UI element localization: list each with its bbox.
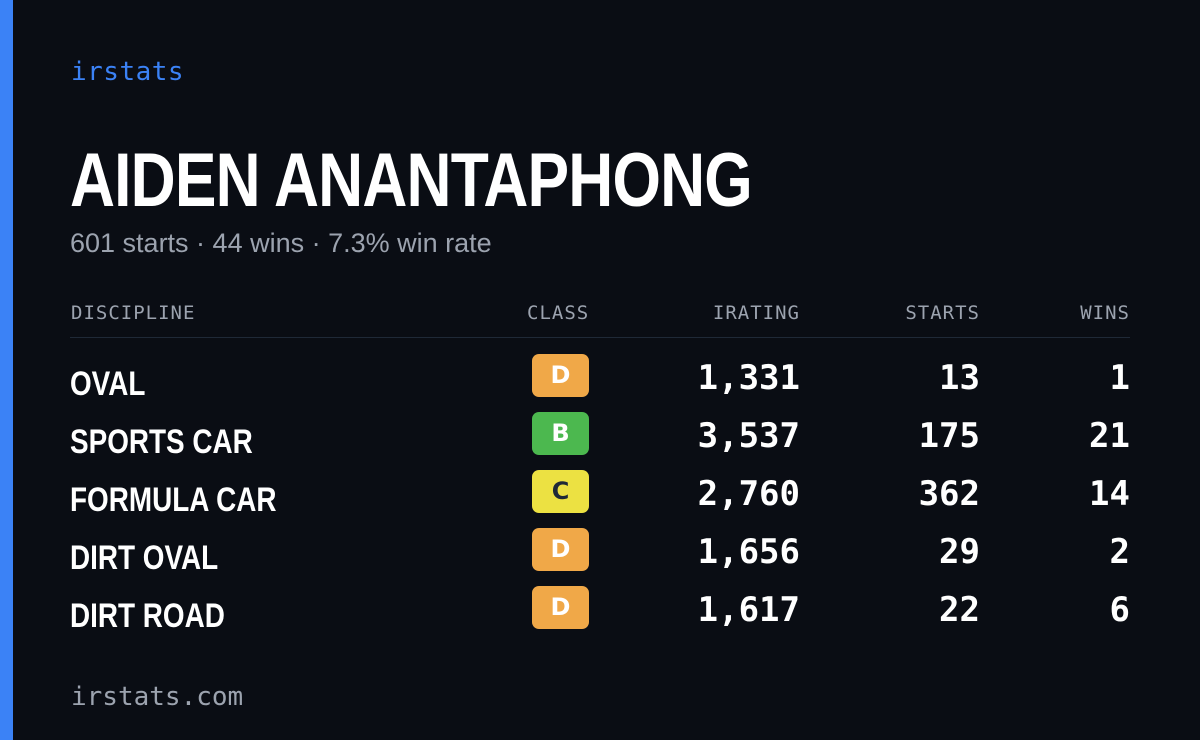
wins-cell: 21 xyxy=(1089,416,1130,456)
header-starts: STARTS xyxy=(905,302,980,324)
table-row: DIRT OVAL D 1,656 29 2 xyxy=(0,528,1200,586)
accent-bar xyxy=(0,0,13,740)
discipline-cell: DIRT ROAD xyxy=(70,597,225,635)
footer-url: irstats.com xyxy=(71,682,244,712)
class-badge: B xyxy=(532,412,589,455)
irating-cell: 1,656 xyxy=(697,532,800,572)
discipline-cell: OVAL xyxy=(70,365,146,403)
stats-table-body: OVAL D 1,331 13 1 SPORTS CAR B 3,537 175… xyxy=(0,354,1200,644)
driver-name: AIDEN ANANTAPHONG xyxy=(70,138,753,223)
header-irating: IRATING xyxy=(712,302,800,324)
class-badge: D xyxy=(532,528,589,571)
discipline-cell: SPORTS CAR xyxy=(70,423,253,461)
discipline-cell: DIRT OVAL xyxy=(70,539,219,577)
table-row: DIRT ROAD D 1,617 22 6 xyxy=(0,586,1200,644)
header-divider xyxy=(70,337,1130,338)
irating-cell: 3,537 xyxy=(697,416,800,456)
starts-cell: 362 xyxy=(918,474,980,514)
table-row: SPORTS CAR B 3,537 175 21 xyxy=(0,412,1200,470)
class-badge: D xyxy=(532,586,589,629)
header-discipline: DISCIPLINE xyxy=(71,302,196,324)
header-class: CLASS xyxy=(527,302,590,324)
irating-cell: 2,760 xyxy=(697,474,800,514)
irating-cell: 1,331 xyxy=(697,358,800,398)
wins-cell: 6 xyxy=(1109,590,1130,630)
irating-cell: 1,617 xyxy=(697,590,800,630)
starts-cell: 29 xyxy=(939,532,980,572)
brand-logo-text: irstats xyxy=(71,57,185,87)
driver-summary: 601 starts · 44 wins · 7.3% win rate xyxy=(70,228,492,258)
wins-cell: 14 xyxy=(1089,474,1130,514)
class-badge: D xyxy=(532,354,589,397)
starts-cell: 13 xyxy=(939,358,980,398)
table-row: OVAL D 1,331 13 1 xyxy=(0,354,1200,412)
wins-cell: 2 xyxy=(1109,532,1130,572)
starts-cell: 175 xyxy=(918,416,980,456)
table-row: FORMULA CAR C 2,760 362 14 xyxy=(0,470,1200,528)
wins-cell: 1 xyxy=(1109,358,1130,398)
discipline-cell: FORMULA CAR xyxy=(70,481,277,519)
header-wins: WINS xyxy=(1080,302,1130,324)
starts-cell: 22 xyxy=(939,590,980,630)
class-badge: C xyxy=(532,470,589,513)
